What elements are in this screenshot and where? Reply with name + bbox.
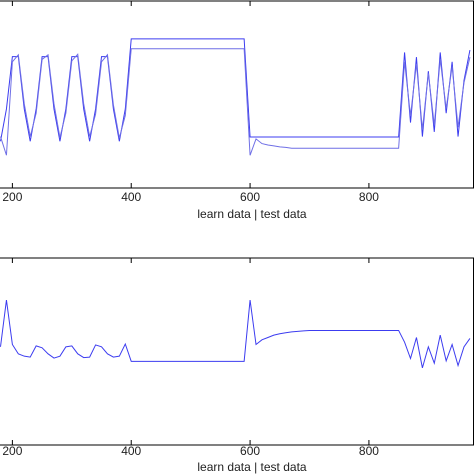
data-line [0, 300, 471, 368]
data-line [0, 38, 471, 142]
x-tick-label: 400 [121, 444, 141, 458]
x-tick-label: 400 [121, 190, 141, 204]
x-tick-label: 200 [2, 190, 22, 204]
x-tick-label: 800 [359, 190, 379, 204]
x-axis-label: learn data | test data [197, 460, 307, 474]
x-axis-label: learn data | test data [197, 207, 307, 221]
plot-frame [0, 257, 474, 446]
x-tick-label: 600 [240, 190, 260, 204]
x-tick-label: 600 [240, 444, 260, 458]
data-line [0, 48, 471, 156]
x-tick-label: 200 [2, 444, 22, 458]
x-tick-label: 800 [359, 444, 379, 458]
